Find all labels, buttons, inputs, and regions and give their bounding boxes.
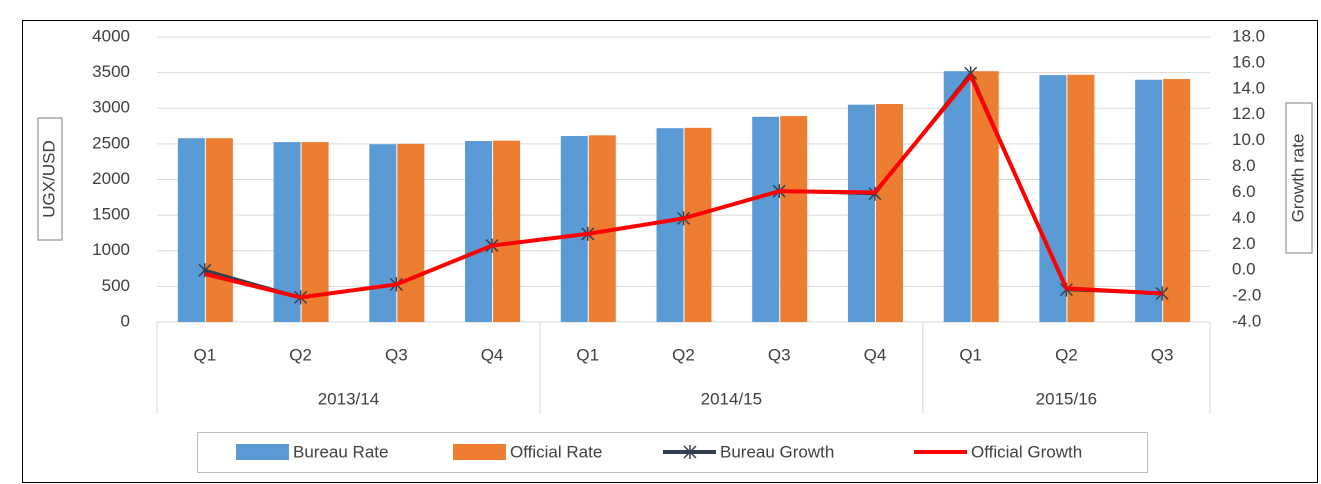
legend-swatch [453, 444, 506, 460]
y2-tick-label: 10.0 [1232, 130, 1265, 149]
x-tick-label: Q1 [194, 345, 217, 364]
x-tick-label: Q2 [672, 345, 695, 364]
y-tick-label: 1500 [92, 205, 130, 224]
bar [875, 103, 903, 322]
y2-tick-label: -4.0 [1232, 311, 1261, 330]
bar [684, 127, 712, 322]
y-axis-title: UGX/USD [39, 140, 58, 217]
bar [656, 128, 684, 322]
bar [1135, 79, 1163, 322]
bar [780, 116, 808, 323]
y-tick-label: 4000 [92, 26, 130, 45]
bar [205, 138, 233, 322]
y-axis-title-box [37, 117, 63, 241]
y2-tick-label: 0.0 [1232, 260, 1256, 279]
legend-label: Official Rate [510, 442, 602, 461]
legend-swatch [236, 444, 289, 460]
y2-tick-label: 4.0 [1232, 208, 1256, 227]
x-tick-label: Q1 [576, 345, 599, 364]
x-tick-label: Q4 [864, 345, 887, 364]
group-label: 2014/15 [701, 389, 762, 408]
legend-label: Bureau Growth [720, 442, 834, 461]
y2-tick-label: 18.0 [1232, 26, 1265, 45]
y2-tick-label: 12.0 [1232, 104, 1265, 123]
y-tick-label: 500 [102, 276, 130, 295]
x-tick-label: Q2 [1055, 345, 1078, 364]
y2-tick-label: -2.0 [1232, 286, 1261, 305]
bar [1163, 79, 1191, 322]
bar [1067, 74, 1095, 322]
y-tick-label: 2000 [92, 169, 130, 188]
bar [465, 141, 493, 322]
legend-box [197, 432, 1148, 473]
chart-border [22, 20, 1318, 483]
y2-tick-label: 8.0 [1232, 156, 1256, 175]
y-tick-label: 3500 [92, 62, 130, 81]
x-tick-label: Q3 [768, 345, 791, 364]
bar [847, 104, 875, 322]
x-tick-label: Q2 [289, 345, 312, 364]
y-tick-label: 1000 [92, 240, 130, 259]
x-tick-label: Q3 [1151, 345, 1174, 364]
line [204, 73, 1163, 300]
marker [1155, 286, 1169, 301]
legend-label: Bureau Rate [293, 442, 388, 461]
bar [943, 71, 971, 322]
bar [971, 71, 999, 322]
x-tick-label: Q3 [385, 345, 408, 364]
x-tick-label: Q1 [959, 345, 982, 364]
legend-label: Official Growth [971, 442, 1082, 461]
bar [369, 144, 397, 322]
bar [493, 140, 521, 322]
y-tick-label: 0 [121, 311, 130, 330]
y2-tick-label: 6.0 [1232, 182, 1256, 201]
bar [752, 116, 780, 322]
legend-marker [683, 445, 697, 459]
y2-axis-title-box [1285, 102, 1313, 254]
y2-axis-title: Growth rate [1288, 134, 1307, 223]
x-tick-label: Q4 [481, 345, 504, 364]
y-tick-label: 3000 [92, 98, 130, 117]
y2-tick-label: 2.0 [1232, 234, 1256, 253]
y2-tick-label: 14.0 [1232, 78, 1265, 97]
bar [177, 138, 205, 322]
y2-tick-label: 16.0 [1232, 52, 1265, 71]
group-label: 2013/14 [318, 389, 379, 408]
bar [397, 143, 425, 322]
group-label: 2015/16 [1036, 389, 1097, 408]
y-tick-label: 2500 [92, 133, 130, 152]
